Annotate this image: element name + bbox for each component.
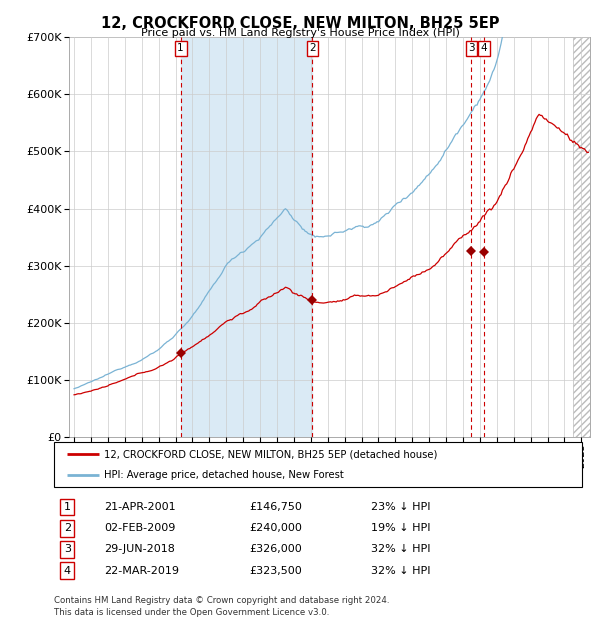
Bar xyxy=(181,37,313,437)
Text: HPI: Average price, detached house, New Forest: HPI: Average price, detached house, New … xyxy=(104,469,344,480)
Text: 32% ↓ HPI: 32% ↓ HPI xyxy=(371,565,430,575)
Text: 12, CROCKFORD CLOSE, NEW MILTON, BH25 5EP (detached house): 12, CROCKFORD CLOSE, NEW MILTON, BH25 5E… xyxy=(104,449,437,459)
Text: Contains HM Land Registry data © Crown copyright and database right 2024.
This d: Contains HM Land Registry data © Crown c… xyxy=(54,596,389,617)
Text: 19% ↓ HPI: 19% ↓ HPI xyxy=(371,523,430,533)
Text: 12, CROCKFORD CLOSE, NEW MILTON, BH25 5EP: 12, CROCKFORD CLOSE, NEW MILTON, BH25 5E… xyxy=(101,16,499,30)
Bar xyxy=(573,37,590,437)
Text: £146,750: £146,750 xyxy=(250,502,302,512)
Text: 29-JUN-2018: 29-JUN-2018 xyxy=(104,544,175,554)
Text: 21-APR-2001: 21-APR-2001 xyxy=(104,502,176,512)
Text: 23% ↓ HPI: 23% ↓ HPI xyxy=(371,502,430,512)
Text: 4: 4 xyxy=(481,43,487,53)
Text: 02-FEB-2009: 02-FEB-2009 xyxy=(104,523,176,533)
Text: Price paid vs. HM Land Registry's House Price Index (HPI): Price paid vs. HM Land Registry's House … xyxy=(140,28,460,38)
Text: 3: 3 xyxy=(64,544,71,554)
Text: 2: 2 xyxy=(64,523,71,533)
Text: £323,500: £323,500 xyxy=(250,565,302,575)
Text: 1: 1 xyxy=(177,43,184,53)
Text: £326,000: £326,000 xyxy=(250,544,302,554)
Text: 22-MAR-2019: 22-MAR-2019 xyxy=(104,565,179,575)
Text: 1: 1 xyxy=(64,502,71,512)
Text: 4: 4 xyxy=(64,565,71,575)
Text: 2: 2 xyxy=(309,43,316,53)
Text: 32% ↓ HPI: 32% ↓ HPI xyxy=(371,544,430,554)
Text: 3: 3 xyxy=(468,43,475,53)
FancyBboxPatch shape xyxy=(54,442,582,487)
Text: £240,000: £240,000 xyxy=(250,523,302,533)
